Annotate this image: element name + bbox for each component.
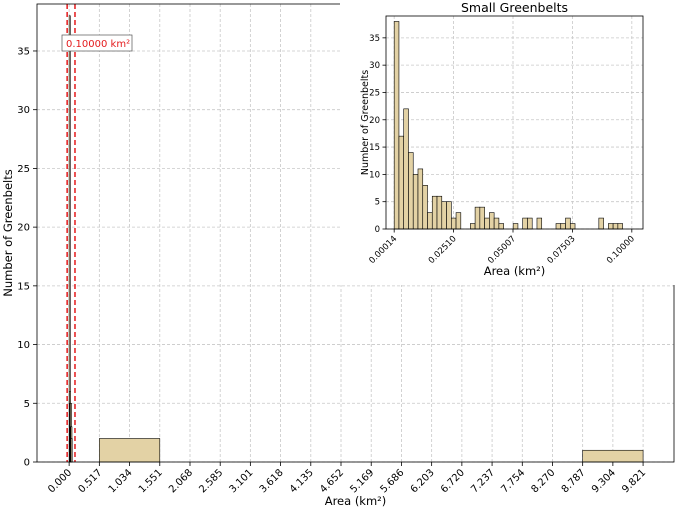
inset-bar [484, 217, 490, 230]
inset-bar [474, 206, 481, 230]
main-x-tick-label: 1.034 [107, 467, 135, 495]
inset-y-tick-label: 25 [369, 88, 380, 98]
main-small-bar [70, 438, 73, 463]
inset-bar [560, 223, 566, 230]
inset-y-tick-label: 20 [369, 116, 380, 126]
main-x-tick-label: 2.585 [197, 467, 225, 495]
inset-y-tick-label: 30 [369, 61, 380, 71]
inset-bar [436, 195, 443, 230]
inset-x-axis-label: Area (km²) [484, 264, 546, 278]
main-x-tick-label: 4.652 [318, 467, 346, 495]
main-x-tick-label: 7.237 [469, 467, 497, 495]
inset-y-tick-label: 15 [369, 143, 380, 153]
main-x-tick-label: 8.787 [560, 467, 588, 495]
main-x-tick-label: 4.135 [288, 467, 316, 495]
inset-y-tick-label: 5 [375, 198, 380, 208]
threshold-label-box [61, 34, 133, 52]
inset-bar [450, 217, 457, 230]
inset-bar [617, 223, 623, 230]
main-x-tick-label: 5.686 [379, 467, 407, 495]
inset-bar [422, 185, 428, 230]
main-x-tick-label: 0.517 [76, 467, 104, 495]
main-x-tick-label: 9.304 [590, 467, 618, 495]
inset-plot-frame [385, 15, 644, 230]
inset-bar [493, 217, 500, 230]
inset-bar [612, 223, 619, 230]
inset-bar [455, 212, 462, 230]
main-x-tick-label: 3.101 [227, 467, 255, 495]
inset-bar [398, 135, 405, 230]
inset-bar [412, 174, 419, 230]
inset-bar [522, 217, 528, 230]
inset-bar [555, 223, 562, 230]
inset-bar [569, 223, 576, 230]
inset-bar [598, 217, 604, 230]
main-y-tick-label: 25 [17, 164, 30, 175]
main-y-tick-label: 5 [24, 399, 30, 410]
main-x-tick-label: 6.203 [409, 467, 437, 495]
main-x-tick-label: 2.068 [167, 467, 195, 495]
inset-y-axis-label: Number of Greenbelts [360, 70, 371, 175]
main-x-tick-label: 1.551 [137, 467, 165, 495]
inset-y-tick-label: 10 [369, 170, 380, 180]
main-y-tick-label: 30 [17, 105, 30, 116]
main-bar [99, 438, 161, 463]
main-x-tick-label: 3.618 [258, 467, 286, 495]
inset-y-tick-label: 35 [369, 34, 380, 44]
inset-bar [536, 217, 543, 230]
main-x-tick-label: 7.754 [499, 467, 527, 495]
main-y-tick-label: 35 [17, 46, 30, 57]
inset-bar [393, 21, 400, 230]
inset-bar [565, 217, 571, 230]
inset-bar [479, 206, 485, 230]
main-x-tick-label: 6.720 [439, 467, 467, 495]
inset-bar [427, 212, 433, 230]
inset-y-tick-label: 0 [375, 225, 380, 235]
inset-bar [441, 201, 447, 230]
main-bar [582, 449, 644, 463]
inset-bar [527, 217, 533, 230]
inset-bar [608, 223, 614, 230]
inset-bar [489, 212, 495, 230]
threshold-label: 0.10000 km² [66, 39, 130, 50]
main-y-axis-label: Number of Greenbelts [1, 169, 15, 297]
main-x-tick-label: 5.169 [348, 467, 376, 495]
inset-bar [512, 223, 519, 230]
main-x-tick-label: 0.000 [46, 467, 74, 495]
inset-bar [417, 168, 424, 230]
main-x-tick-label: 9.821 [620, 467, 648, 495]
inset-bar [470, 223, 476, 230]
inset-bar [408, 152, 414, 230]
main-y-tick-label: 20 [17, 223, 30, 234]
main-x-tick-label: 8.270 [530, 467, 558, 495]
inset-bar [446, 201, 452, 230]
inset-bar [498, 223, 504, 230]
main-x-axis-label: Area (km²) [325, 494, 387, 508]
main-y-tick-label: 10 [17, 340, 30, 351]
inset-bar [403, 108, 409, 230]
inset-bar [431, 195, 438, 230]
main-y-tick-label: 15 [17, 281, 30, 292]
inset-title: Small Greenbelts [461, 0, 568, 15]
main-y-tick-label: 0 [24, 458, 30, 469]
